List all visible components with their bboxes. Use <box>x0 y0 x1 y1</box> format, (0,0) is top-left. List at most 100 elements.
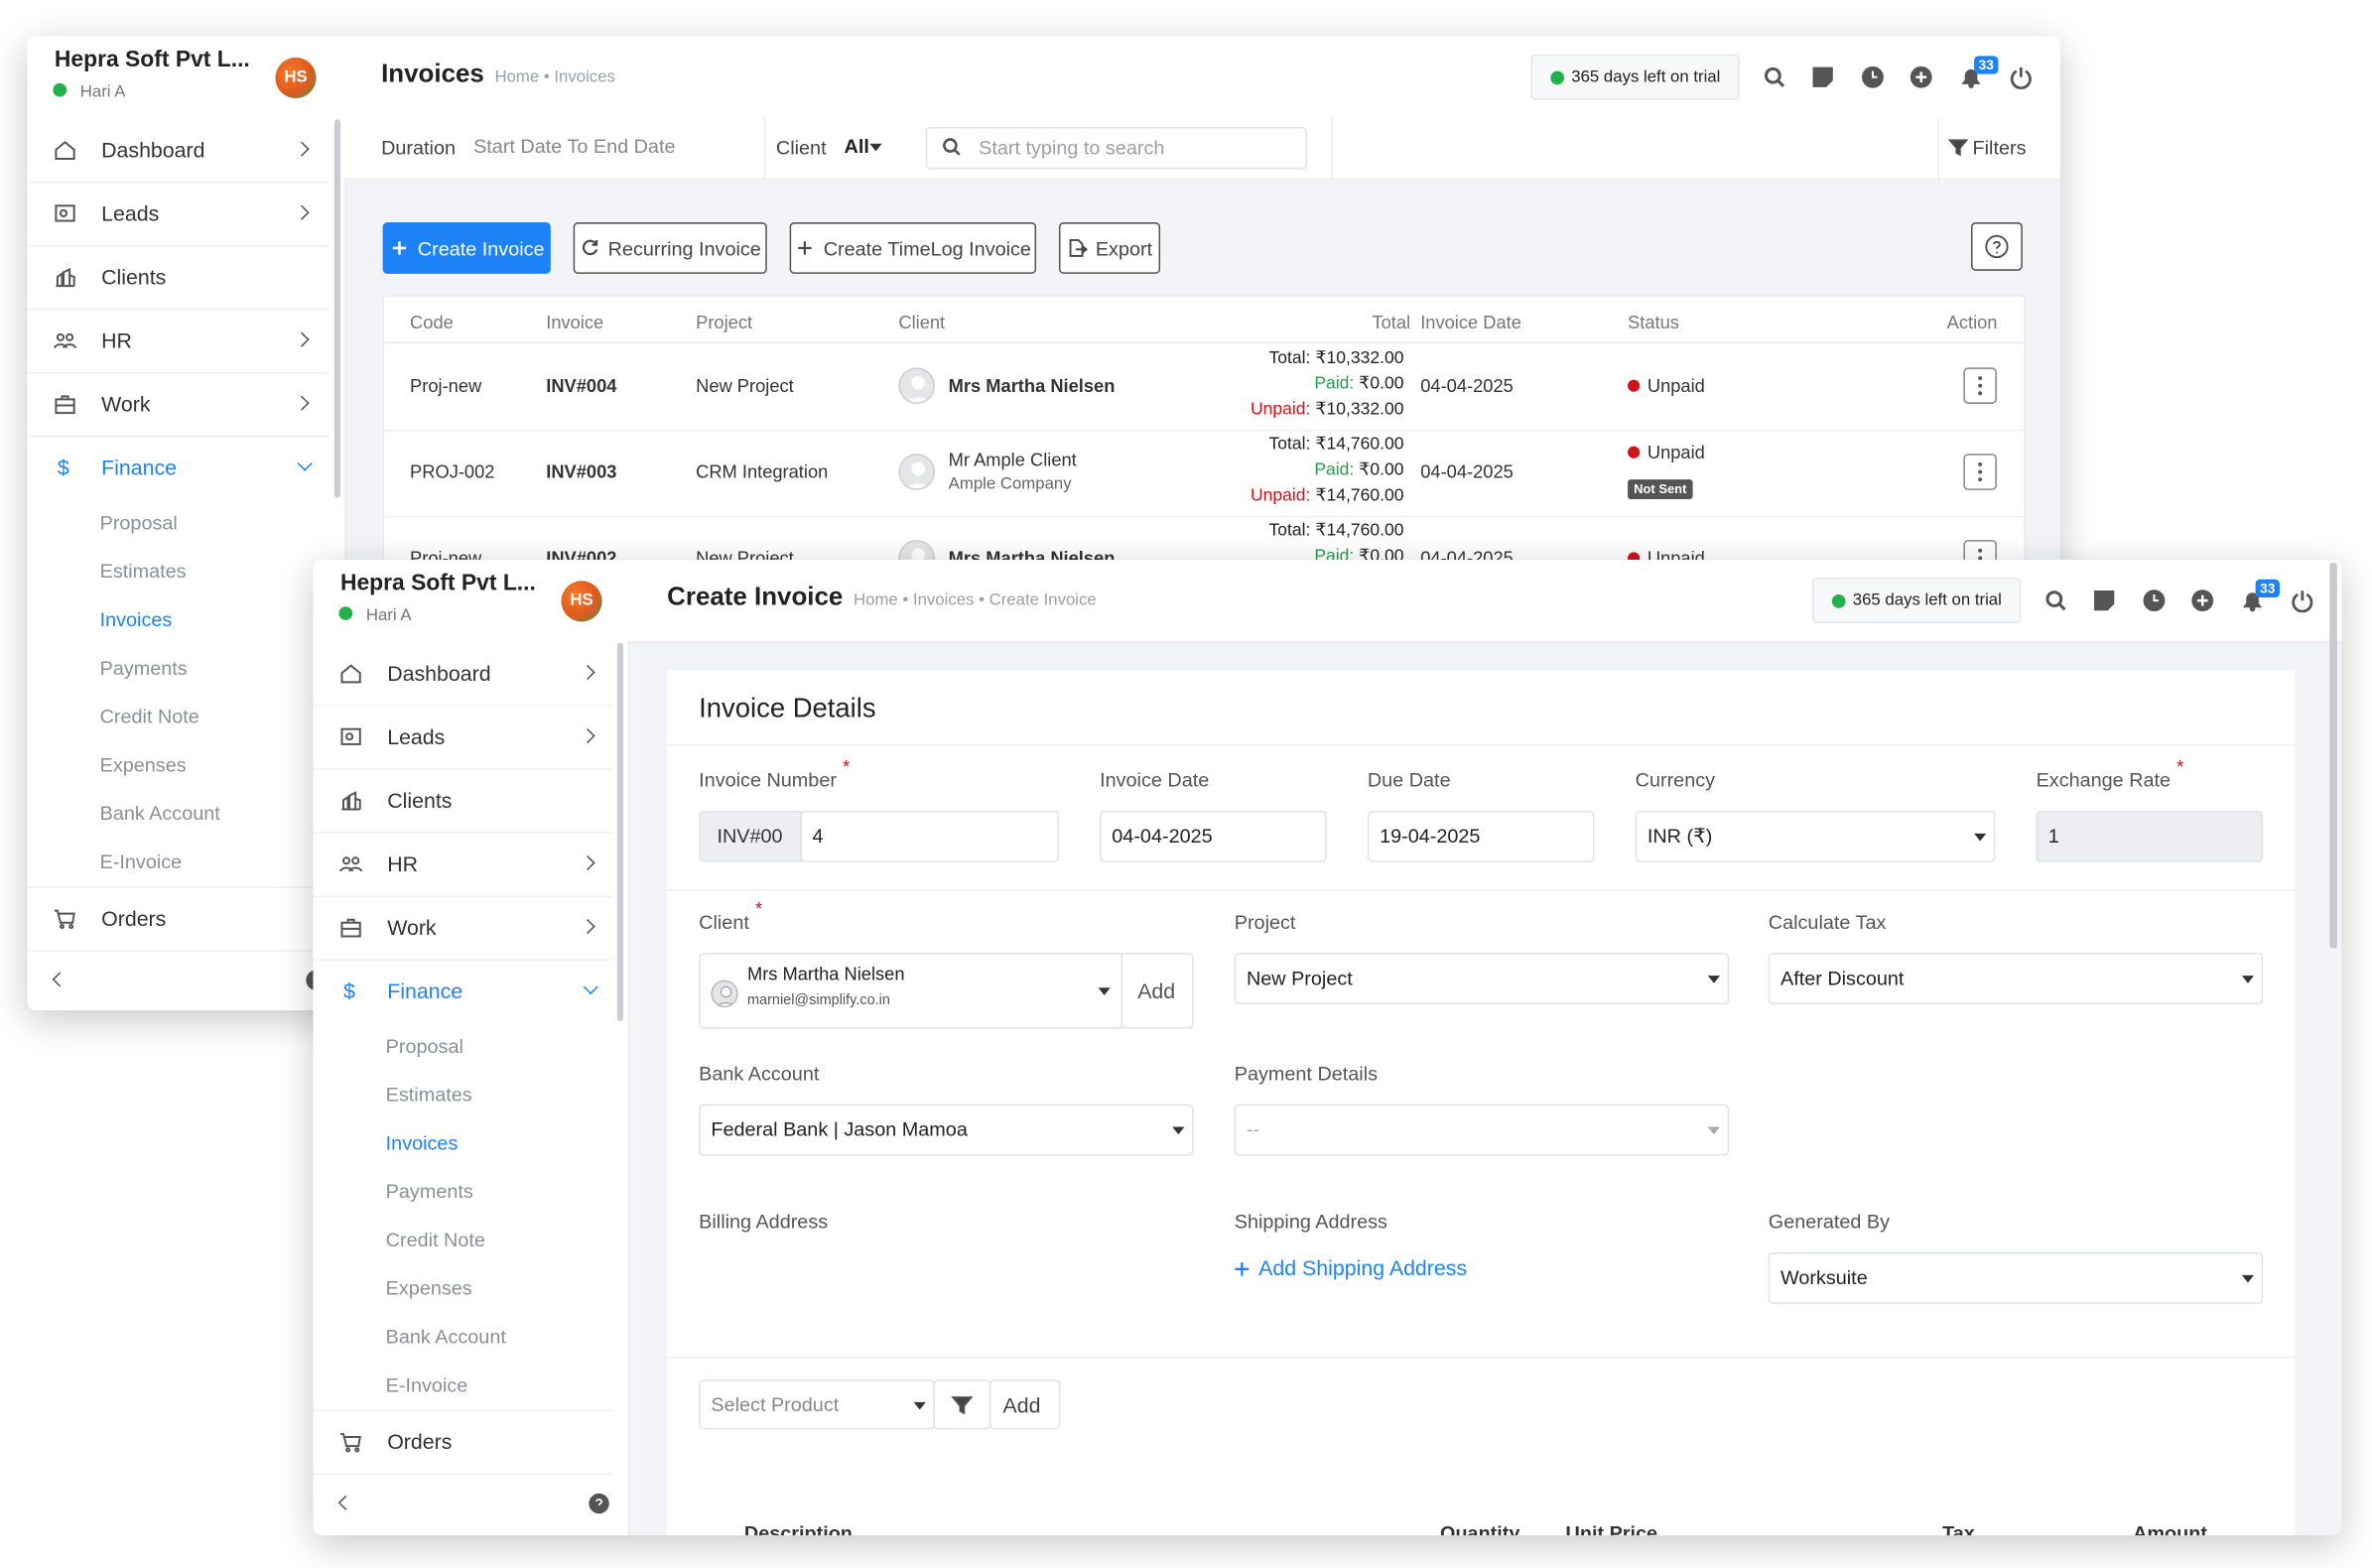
header-icon[interactable] <box>2043 588 2067 612</box>
add-client-button[interactable]: Add <box>1137 979 1176 1003</box>
invoice-date: 04-04-2025 <box>1420 460 1514 483</box>
amount-value: ₹0.00 <box>1359 460 1404 480</box>
menu-item[interactable]: Dashboard <box>387 661 491 686</box>
dropdown-caret <box>2241 1274 2255 1283</box>
submenu-item[interactable]: Invoices <box>385 1131 459 1154</box>
row-menu[interactable] <box>1963 454 1997 490</box>
row-menu[interactable] <box>1963 367 1997 404</box>
due-date-input[interactable] <box>1367 810 1595 862</box>
project-select[interactable] <box>1234 953 1730 1005</box>
plus-icon[interactable] <box>1233 1258 1251 1276</box>
menu-item[interactable]: Clients <box>101 264 167 290</box>
header-icon[interactable] <box>1959 65 1983 89</box>
client-filter[interactable]: All <box>844 134 869 158</box>
invoice-date: 04-04-2025 <box>1420 375 1514 397</box>
bank-account-select-value: Federal Bank | Jason Mamoa <box>711 1117 968 1141</box>
menu-item[interactable]: Work <box>387 915 437 940</box>
dropdown-caret <box>913 1401 926 1409</box>
invoice-number[interactable]: INV#004 <box>546 375 617 397</box>
submenu-item[interactable]: E-Invoice <box>385 1372 468 1396</box>
client-name[interactable]: Mrs Martha Nielsen <box>948 375 1116 397</box>
add-product-button[interactable] <box>988 1379 1061 1430</box>
header-icon[interactable] <box>2009 65 2033 90</box>
help-icon[interactable] <box>589 1493 609 1514</box>
action-button[interactable]: Create Invoice <box>382 222 551 274</box>
filters-button[interactable]: Filters <box>1972 136 2027 160</box>
submenu-item[interactable]: Proposal <box>99 511 178 535</box>
menu-icon <box>53 906 76 930</box>
submenu-item[interactable]: Estimates <box>385 1083 472 1107</box>
header-icon[interactable] <box>2291 588 2314 613</box>
project-select-value: New Project <box>1246 966 1353 989</box>
form-card: Invoice Details Invoice Number * INV#00 4 Inv… <box>667 670 2296 1536</box>
client-select[interactable] <box>699 953 1194 1029</box>
menu-item[interactable]: Orders <box>387 1429 453 1454</box>
item-column-header: Amount <box>2133 1521 2207 1536</box>
submenu-item[interactable]: Payments <box>385 1179 473 1203</box>
header-icon[interactable] <box>2142 588 2166 612</box>
submenu-item[interactable]: E-Invoice <box>99 849 183 873</box>
add-shipping-link[interactable]: Add Shipping Address <box>1258 1255 1468 1280</box>
submenu-item[interactable]: Credit Note <box>99 705 199 728</box>
project-name: CRM Integration <box>696 460 829 483</box>
collapse-button[interactable] <box>52 972 67 987</box>
amount-value: ₹10,332.00 <box>1315 400 1404 420</box>
header-icon[interactable] <box>1810 65 1834 89</box>
bank-account-select[interactable] <box>699 1104 1194 1156</box>
menu-item[interactable]: Leads <box>101 200 160 226</box>
menu-item[interactable]: Leads <box>387 724 446 749</box>
submenu-item[interactable]: Expenses <box>385 1276 472 1300</box>
submenu-item[interactable]: Credit Note <box>385 1228 485 1251</box>
breadcrumb: Home • Invoices • Create Invoice <box>854 590 1097 610</box>
product-select-value: Select Product <box>711 1392 840 1415</box>
menu-icon <box>338 661 362 685</box>
action-button[interactable]: Export <box>1058 222 1161 274</box>
header-icon[interactable] <box>2190 588 2214 612</box>
product-select[interactable] <box>699 1379 935 1430</box>
field-label: Payment Details <box>1234 1061 1379 1085</box>
header-icon[interactable] <box>1861 65 1885 89</box>
invoice-number[interactable]: INV#003 <box>546 460 617 483</box>
submenu-item[interactable]: Proposal <box>385 1034 463 1058</box>
menu-item[interactable]: Finance <box>101 455 178 480</box>
menu-item[interactable]: Work <box>101 391 151 417</box>
action-button[interactable]: Recurring Invoice <box>573 222 767 274</box>
submenu-item[interactable]: Invoices <box>99 607 173 631</box>
tax-select[interactable] <box>1768 953 2264 1005</box>
collapse-button[interactable] <box>337 1495 353 1510</box>
submenu-item[interactable]: Estimates <box>99 559 187 583</box>
action-button[interactable]: Create TimeLog Invoice <box>789 222 1037 274</box>
menu-item[interactable]: Finance <box>387 979 463 1003</box>
submenu-item[interactable]: Bank Account <box>99 801 220 825</box>
header-icon[interactable] <box>1910 65 1933 89</box>
page-heading: Create Invoice Home • Invoices • Create I… <box>667 583 1097 612</box>
client-name: Mrs Martha Nielsen <box>746 963 905 985</box>
menu-item[interactable]: Clients <box>387 788 453 813</box>
field-label: Calculate Tax <box>1768 910 1887 934</box>
company-name: Hepra Soft Pvt L... <box>54 47 250 73</box>
generated-by-select[interactable] <box>1768 1252 2264 1304</box>
currency-select-value: INR (₹) <box>1647 824 1713 848</box>
submenu-item[interactable]: Expenses <box>99 753 187 776</box>
currency-select[interactable] <box>1635 810 1996 862</box>
add-product-label[interactable]: Add <box>1002 1392 1041 1418</box>
avatar: HS <box>561 581 602 622</box>
invoice-date-input[interactable] <box>1100 810 1327 862</box>
date-range[interactable]: Start Date To End Date <box>473 134 676 158</box>
header-icon[interactable] <box>2240 588 2264 612</box>
input-prefix <box>699 810 802 862</box>
menu-item[interactable]: Dashboard <box>101 137 205 163</box>
submenu-item[interactable]: Payments <box>99 656 188 680</box>
menu-item[interactable]: HR <box>387 851 419 876</box>
invoice-number-input[interactable] <box>800 810 1059 862</box>
menu-icon <box>338 724 362 748</box>
search-box[interactable] <box>925 127 1307 170</box>
menu-item[interactable]: Orders <box>101 905 167 931</box>
submenu-item[interactable]: Bank Account <box>385 1325 506 1349</box>
exchange-rate-input[interactable] <box>2036 810 2264 862</box>
help-button[interactable] <box>1971 222 2023 271</box>
menu-item[interactable]: HR <box>101 327 132 353</box>
header-icon[interactable] <box>1763 65 1786 89</box>
amount-label: Total: <box>1268 521 1311 541</box>
header-icon[interactable] <box>2092 588 2116 612</box>
